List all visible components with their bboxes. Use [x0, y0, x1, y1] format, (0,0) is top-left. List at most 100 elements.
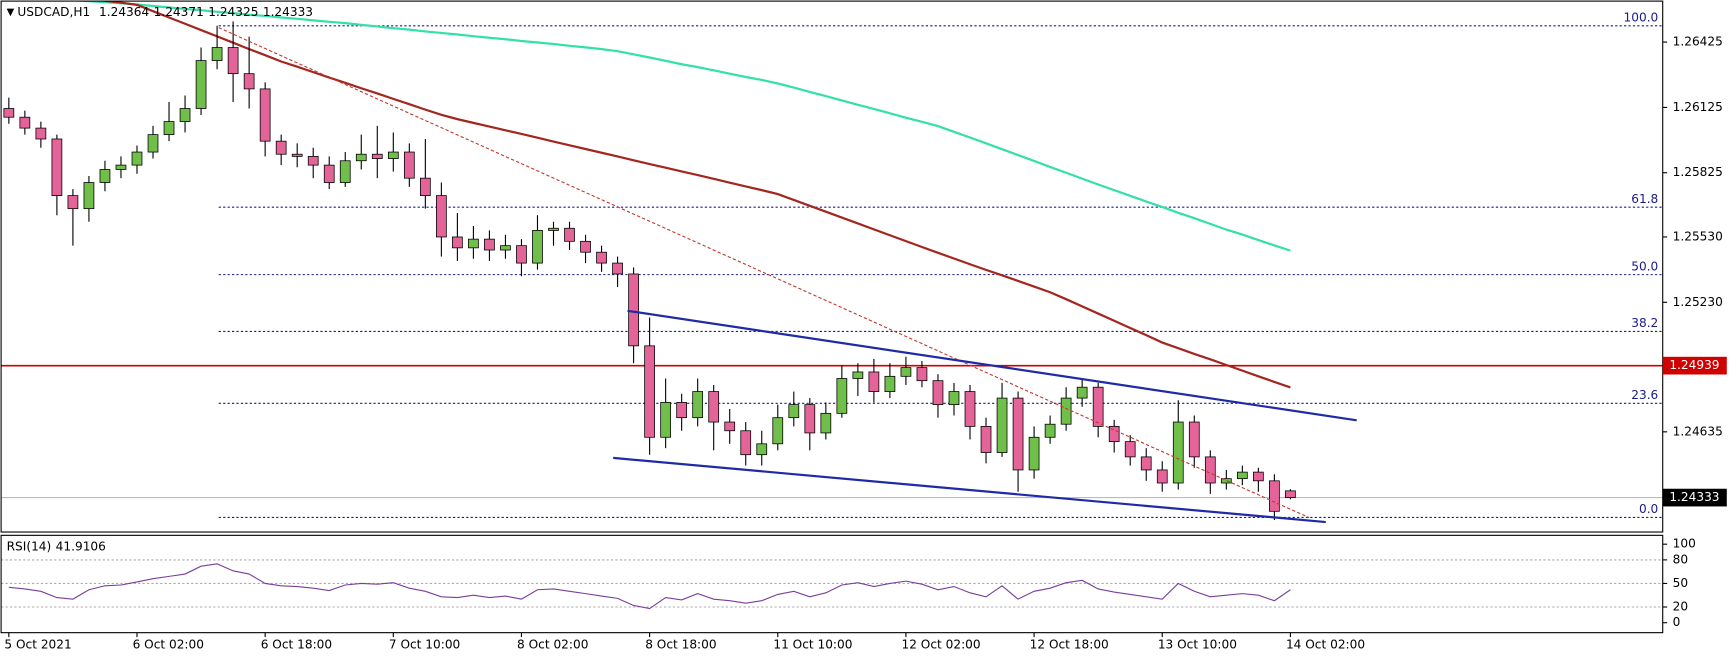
candle-body: [419, 177, 431, 196]
candle-body: [1204, 456, 1216, 484]
candle-body: [1060, 397, 1072, 425]
candle-body: [1124, 441, 1136, 458]
candle-body: [708, 391, 720, 423]
candle-body: [836, 378, 848, 414]
channel-lower: [613, 456, 1326, 524]
candle-body: [756, 443, 768, 456]
candle-body: [948, 391, 960, 406]
candle-body: [1092, 386, 1104, 427]
y-tick-label: 1.25230: [1673, 295, 1723, 309]
candle-body: [660, 402, 671, 438]
candle-body: [932, 380, 944, 406]
candle-body: [644, 345, 655, 438]
candle-body: [147, 134, 159, 153]
candle-body: [227, 47, 239, 75]
candle-body: [355, 153, 367, 162]
x-tick-label: 6 Oct 02:00: [133, 637, 204, 651]
symbol: USDCAD,H1: [17, 5, 90, 19]
fib-label: 0.0: [1639, 502, 1658, 516]
candle-body: [323, 164, 335, 183]
candle-body: [35, 127, 47, 140]
candle-body: [243, 73, 255, 90]
open: 1.24364: [99, 5, 149, 19]
x-tick-label: 6 Oct 18:00: [261, 637, 332, 651]
candle-body: [980, 426, 992, 453]
candle-body: [772, 417, 784, 445]
candle-body: [1108, 426, 1120, 443]
price-level-label: 1.24939: [1669, 358, 1719, 372]
x-tick-label: 5 Oct 2021: [4, 637, 71, 651]
high: 1.24371: [154, 5, 204, 19]
candle-body: [1076, 386, 1088, 399]
y-tick-label: 1.25530: [1673, 229, 1723, 243]
candle-body: [307, 156, 319, 166]
candle-body: [371, 153, 383, 159]
y-tick-label: 1.26425: [1673, 35, 1723, 49]
candle-body: [900, 367, 912, 377]
rsi-tick-label: 20: [1673, 600, 1688, 614]
candle-body: [596, 251, 607, 264]
x-tick-label: 11 Oct 10:00: [773, 637, 852, 651]
candle-body: [3, 108, 15, 118]
candle-body: [532, 230, 543, 264]
candle-body: [868, 371, 880, 392]
candle-body: [1156, 469, 1168, 484]
y-tick-label: 1.25825: [1673, 165, 1723, 179]
x-tick-label: 7 Oct 10:00: [389, 637, 460, 651]
fib-label: 61.8: [1631, 192, 1658, 206]
candle-body: [820, 412, 832, 434]
candle-body: [1253, 471, 1264, 482]
rsi-tick-label: 100: [1673, 537, 1696, 551]
moving-average: [98, 1, 1291, 389]
rsi-tick-label: 80: [1673, 552, 1688, 566]
fib-label: 23.6: [1631, 388, 1658, 402]
candle-body: [19, 116, 31, 129]
candle-body: [83, 182, 95, 210]
x-tick-label: 8 Oct 02:00: [517, 637, 588, 651]
candle-body: [740, 430, 752, 456]
current-price-label: 1.24333: [1669, 490, 1719, 504]
candle-body: [484, 238, 495, 251]
candle-body: [1188, 421, 1200, 458]
candle-body: [564, 227, 575, 242]
rsi-name: RSI(14): [7, 539, 52, 553]
candle-body: [852, 371, 864, 379]
candle-body: [1220, 478, 1232, 484]
moving-average: [71, 1, 1291, 252]
candle-body: [788, 404, 800, 419]
candle-body: [580, 240, 591, 253]
x-tick-label: 14 Oct 02:00: [1286, 637, 1365, 651]
candle-body: [884, 375, 896, 392]
drawings: [218, 27, 1357, 524]
candle-body: [387, 151, 399, 159]
candle-body: [1140, 456, 1152, 471]
candle-body: [99, 169, 111, 183]
candle-body: [259, 88, 271, 142]
candle-body: [163, 121, 175, 136]
candle-body: [436, 195, 447, 238]
channel-upper: [627, 309, 1357, 422]
candle-body: [628, 273, 639, 347]
price-frame: [0, 0, 1664, 533]
candle-body: [1285, 490, 1296, 498]
candle-body: [67, 195, 79, 210]
candle-body: [996, 397, 1008, 453]
fib-label: 38.2: [1631, 316, 1658, 330]
candle-body: [452, 236, 463, 249]
candle-body: [692, 391, 704, 419]
x-tick-label: 12 Oct 02:00: [902, 637, 981, 651]
candle-body: [676, 402, 688, 419]
fib-label: 50.0: [1631, 259, 1658, 273]
candle-body: [916, 367, 928, 382]
candle-body: [403, 151, 415, 179]
x-tick-label: 12 Oct 18:00: [1030, 637, 1109, 651]
x-tick-label: 13 Oct 10:00: [1158, 637, 1237, 651]
candle-body: [804, 404, 816, 434]
rsi-header: RSI(14) 41.9106: [7, 539, 106, 553]
low: 1.24325: [208, 5, 258, 19]
x-tick-label: 8 Oct 18:00: [645, 637, 716, 651]
price-plot: 100.0 61.8 50.0 38.2 23.6 0.0: [1, 1, 1663, 521]
